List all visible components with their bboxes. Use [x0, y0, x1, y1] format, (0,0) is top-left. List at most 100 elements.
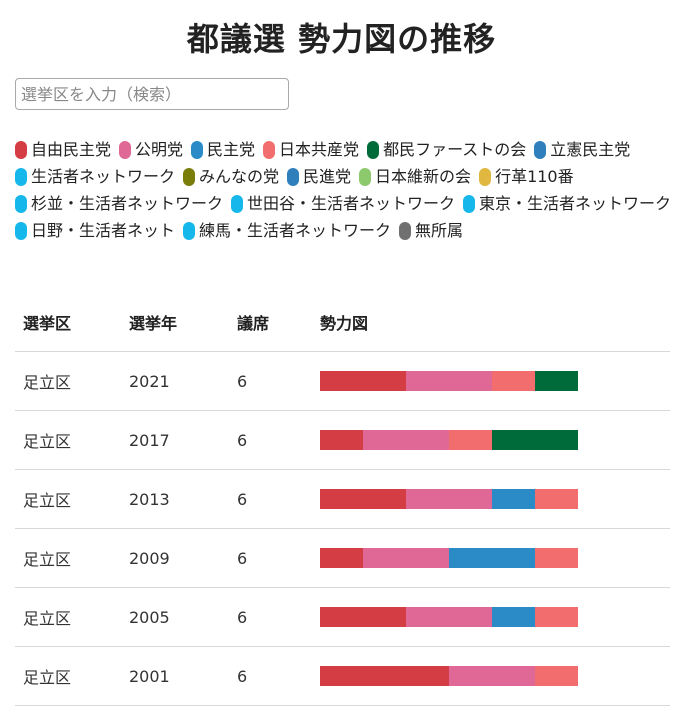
- legend-swatch: [15, 141, 27, 159]
- legend-label: 練馬・生活者ネットワーク: [199, 221, 392, 240]
- cell-district: 足立区: [15, 410, 121, 470]
- legend-label: 無所属: [415, 221, 464, 240]
- seat-table: 選挙区 選挙年 議席 勢力図 足立区 2021 6 足立区 2017 6 足立区 2013 6 足…: [15, 293, 670, 706]
- legend-label: 東京・生活者ネットワーク: [479, 194, 672, 213]
- legend-item: 都民ファーストの会: [367, 140, 526, 160]
- cell-seats: 6: [229, 351, 312, 411]
- legend-label: 行革110番: [495, 167, 574, 186]
- legend-item: 民主党: [191, 140, 255, 160]
- header-seats: 議席: [229, 293, 312, 352]
- cell-year: 2005: [121, 587, 229, 647]
- cell-chart: [312, 587, 670, 647]
- seat-bar: [320, 548, 578, 568]
- legend-item: 生活者ネットワーク: [15, 167, 175, 187]
- bar-segment: [492, 489, 535, 509]
- legend-item: 無所属: [399, 221, 463, 241]
- table-row: 足立区 2017 6: [15, 410, 670, 470]
- seat-bar: [320, 430, 578, 450]
- page-title: 都議選 勢力図の推移: [186, 20, 497, 58]
- legend-label: みんなの党: [199, 167, 280, 186]
- bar-segment: [492, 607, 535, 627]
- legend-swatch: [191, 141, 204, 159]
- legend-item: 東京・生活者ネットワーク: [463, 194, 671, 214]
- bar-segment: [363, 548, 449, 568]
- cell-seats: 6: [229, 469, 312, 529]
- seat-bar: [320, 607, 578, 627]
- bar-segment: [535, 607, 578, 627]
- legend-swatch: [359, 168, 372, 186]
- legend-swatch: [15, 168, 27, 186]
- cell-chart: [312, 528, 670, 588]
- legend-item: 日本維新の会: [359, 167, 471, 187]
- legend-label: 杉並・生活者ネットワーク: [31, 194, 224, 213]
- bar-segment: [535, 548, 578, 568]
- legend-label: 公明党: [135, 140, 184, 159]
- bar-segment: [449, 430, 492, 450]
- bar-segment: [492, 371, 535, 391]
- legend-label: 日野・生活者ネット: [31, 221, 176, 240]
- legend-label: 都民ファーストの会: [383, 140, 527, 159]
- seat-bar: [320, 371, 578, 391]
- legend-item: 練馬・生活者ネットワーク: [183, 221, 391, 241]
- legend-label: 生活者ネットワーク: [31, 167, 176, 186]
- cell-district: 足立区: [15, 646, 121, 706]
- table-row: 足立区 2021 6: [15, 351, 670, 411]
- bar-segment: [406, 607, 492, 627]
- legend-label: 日本維新の会: [375, 167, 472, 186]
- bar-segment: [320, 371, 406, 391]
- legend-swatch: [183, 168, 196, 186]
- legend-label: 民進党: [303, 167, 352, 186]
- cell-district: 足立区: [15, 351, 121, 411]
- cell-chart: [312, 351, 670, 411]
- header-district: 選挙区: [15, 293, 121, 352]
- legend-swatch: [534, 141, 547, 159]
- bar-segment: [535, 489, 578, 509]
- cell-district: 足立区: [15, 528, 121, 588]
- legend-swatch: [231, 195, 244, 213]
- header-chart: 勢力図: [312, 293, 670, 352]
- legend-swatch: [119, 141, 132, 159]
- legend-item: 行革110番: [479, 167, 574, 187]
- bar-segment: [449, 548, 535, 568]
- legend-item: 公明党: [119, 140, 183, 160]
- header-year: 選挙年: [121, 293, 229, 352]
- legend-item: 世田谷・生活者ネットワーク: [231, 194, 455, 214]
- bar-segment: [492, 430, 578, 450]
- bar-segment: [406, 371, 492, 391]
- cell-year: 2013: [121, 469, 229, 529]
- cell-chart: [312, 410, 670, 470]
- bar-segment: [320, 607, 406, 627]
- table-body: 足立区 2021 6 足立区 2017 6 足立区 2013 6 足立区 2009 6 足立区 2005 6…: [15, 351, 670, 706]
- legend-label: 日本共産党: [279, 140, 360, 159]
- table-row: 足立区 2001 6: [15, 646, 670, 706]
- seat-bar: [320, 666, 578, 686]
- party-legend: 自由民主党 公明党 民主党 日本共産党 都民ファーストの会 立憲民主党 生活者ネットワーク み…: [15, 140, 675, 241]
- table-row: 足立区 2013 6: [15, 469, 670, 529]
- bar-segment: [363, 430, 449, 450]
- legend-swatch: [287, 168, 300, 186]
- bar-segment: [535, 371, 578, 391]
- legend-item: 日本共産党: [263, 140, 359, 160]
- legend-swatch: [263, 141, 276, 159]
- cell-seats: 6: [229, 528, 312, 588]
- cell-year: 2021: [121, 351, 229, 411]
- legend-item: 民進党: [287, 167, 351, 187]
- bar-segment: [406, 489, 492, 509]
- legend-swatch: [399, 222, 412, 240]
- cell-year: 2009: [121, 528, 229, 588]
- search-input[interactable]: [15, 78, 289, 110]
- bar-segment: [320, 489, 406, 509]
- seat-bar: [320, 489, 578, 509]
- legend-item: みんなの党: [183, 167, 279, 187]
- cell-chart: [312, 646, 670, 706]
- legend-label: 自由民主党: [31, 140, 112, 159]
- table-row: 足立区 2009 6: [15, 528, 670, 588]
- cell-chart: [312, 469, 670, 529]
- legend-item: 自由民主党: [15, 140, 111, 160]
- cell-year: 2017: [121, 410, 229, 470]
- legend-label: 民主党: [207, 140, 256, 159]
- legend-swatch: [367, 141, 380, 159]
- legend-label: 世田谷・生活者ネットワーク: [247, 194, 456, 213]
- bar-segment: [320, 666, 449, 686]
- legend-swatch: [15, 195, 27, 213]
